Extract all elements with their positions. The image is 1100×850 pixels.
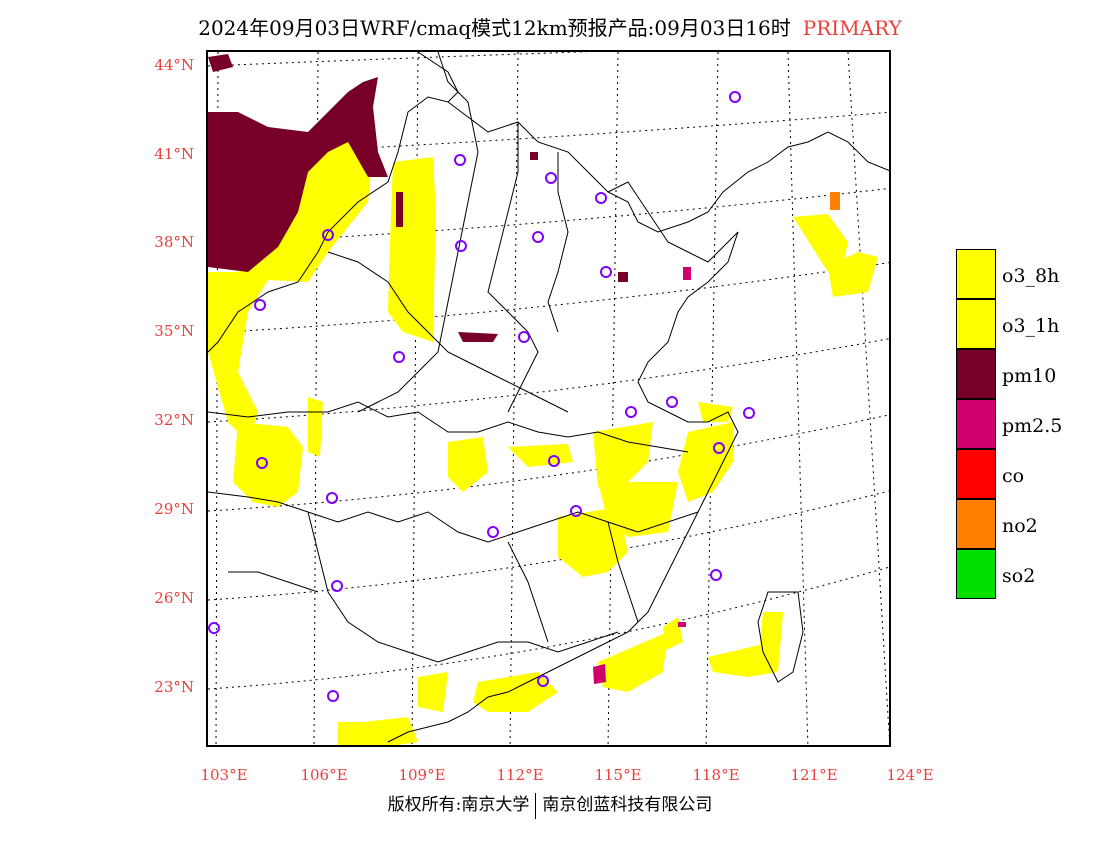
legend-label-so2: so2 [1002,565,1036,587]
legend-swatch-pm10 [956,349,996,399]
map-title: 2024年09月03日WRF/cmaq模式12km预报产品:09月03日16时 P… [0,12,1100,41]
lat-label-41: 41°N [154,145,194,163]
map-canvas [208,52,889,745]
stations [208,91,755,702]
legend-label-pm25: pm2.5 [1002,415,1063,437]
legend-swatch-o3-1h [956,299,996,349]
lat-label-44: 44°N [154,56,194,74]
lon-label-115: 115°E [594,766,642,784]
title-text: 2024年09月03日WRF/cmaq模式12km预报产品:09月03日16时 [198,16,791,40]
lon-label-112: 112°E [496,766,544,784]
title-tag: PRIMARY [802,16,902,40]
copyright-footer: 版权所有:南京大学 南京创蓝科技有限公司 [0,790,1100,819]
lon-label-106: 106°E [300,766,348,784]
lon-label-121: 121°E [790,766,838,784]
no2-field [830,192,840,210]
footer-left: 版权所有:南京大学 [387,795,530,815]
pm25-field [593,267,691,684]
boundaries [208,52,889,743]
lat-label-23: 23°N [154,678,194,696]
lon-label-109: 109°E [398,766,446,784]
lon-label-118: 118°E [692,766,740,784]
lon-label-103: 103°E [200,766,248,784]
legend-label-no2: no2 [1002,515,1038,537]
pm10-field [208,54,628,342]
footer-separator [535,792,537,819]
legend-label-co: co [1002,465,1025,487]
lat-label-32: 32°N [154,411,194,429]
legend-swatch-o3-8h [956,249,996,299]
o3-field [208,132,878,745]
legend-swatch-co [956,449,996,499]
legend-label-o3-1h: o3_1h [1002,315,1060,337]
lon-label-124: 124°E [886,766,934,784]
legend-label-pm10: pm10 [1002,365,1057,387]
lat-label-26: 26°N [154,589,194,607]
lat-label-35: 35°N [154,322,194,340]
legend-swatch-no2 [956,499,996,549]
forecast-map[interactable] [206,50,891,747]
legend-swatch-so2 [956,549,996,599]
lat-label-29: 29°N [154,500,194,518]
legend-swatch-pm25 [956,399,996,449]
lat-label-38: 38°N [154,233,194,251]
legend-label-o3-8h: o3_8h [1002,265,1060,287]
footer-right: 南京创蓝科技有限公司 [542,795,713,815]
